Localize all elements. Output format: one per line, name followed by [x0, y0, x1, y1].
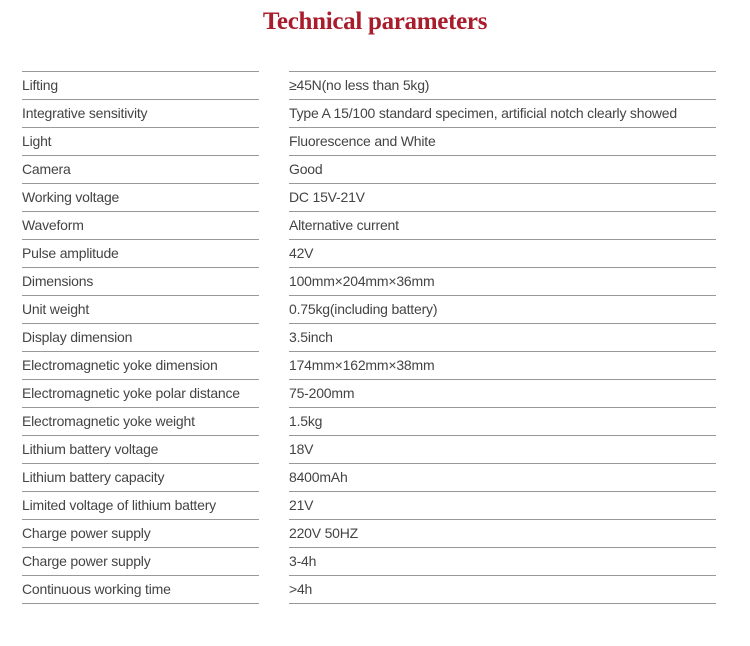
parameter-label: Unit weight: [22, 295, 259, 323]
column-gap: [259, 323, 289, 351]
column-gap: [259, 183, 289, 211]
parameter-value: ≥45N(no less than 5kg): [289, 71, 716, 99]
parameter-label: Limited voltage of lithium battery: [22, 491, 259, 519]
parameter-value: 100mm×204mm×36mm: [289, 267, 716, 295]
parameter-value: 1.5kg: [289, 407, 716, 435]
table-row: Display dimension 3.5inch: [22, 323, 716, 351]
parameter-label: Electromagnetic yoke weight: [22, 407, 259, 435]
table-row: Lifting ≥45N(no less than 5kg): [22, 71, 716, 99]
parameter-label: Lifting: [22, 71, 259, 99]
parameter-label: Lithium battery capacity: [22, 463, 259, 491]
table-row: Lithium battery capacity 8400mAh: [22, 463, 716, 491]
parameter-label: Display dimension: [22, 323, 259, 351]
parameters-table: Lifting ≥45N(no less than 5kg) Integrative…: [22, 71, 716, 604]
parameter-label: Pulse amplitude: [22, 239, 259, 267]
table-row: Continuous working time >4h: [22, 575, 716, 604]
parameter-label: Electromagnetic yoke dimension: [22, 351, 259, 379]
table-row: Light Fluorescence and White: [22, 127, 716, 155]
parameter-label: Waveform: [22, 211, 259, 239]
table-row: Limited voltage of lithium battery 21V: [22, 491, 716, 519]
column-gap: [259, 435, 289, 463]
column-gap: [259, 463, 289, 491]
parameter-value: Good: [289, 155, 716, 183]
table-row: Electromagnetic yoke polar distance 75-20…: [22, 379, 716, 407]
column-gap: [259, 379, 289, 407]
parameter-value: 18V: [289, 435, 716, 463]
table-row: Working voltage DC 15V-21V: [22, 183, 716, 211]
parameter-value: 8400mAh: [289, 463, 716, 491]
table-row: Unit weight 0.75kg(including battery): [22, 295, 716, 323]
parameter-value: 0.75kg(including battery): [289, 295, 716, 323]
table-row: Electromagnetic yoke dimension 174mm×162m…: [22, 351, 716, 379]
column-gap: [259, 239, 289, 267]
column-gap: [259, 295, 289, 323]
parameter-label: Continuous working time: [22, 575, 259, 604]
parameter-label: Light: [22, 127, 259, 155]
column-gap: [259, 407, 289, 435]
parameter-label: Electromagnetic yoke polar distance: [22, 379, 259, 407]
parameter-value: 220V 50HZ: [289, 519, 716, 547]
parameter-value: 3.5inch: [289, 323, 716, 351]
parameter-value: Alternative current: [289, 211, 716, 239]
column-gap: [259, 267, 289, 295]
table-row: Charge power supply 3-4h: [22, 547, 716, 575]
parameter-value: 21V: [289, 491, 716, 519]
column-gap: [259, 491, 289, 519]
parameter-label: Charge power supply: [22, 519, 259, 547]
column-gap: [259, 99, 289, 127]
parameter-value: >4h: [289, 575, 716, 604]
table-row: Pulse amplitude 42V: [22, 239, 716, 267]
parameter-value: DC 15V-21V: [289, 183, 716, 211]
parameter-label: Integrative sensitivity: [22, 99, 259, 127]
column-gap: [259, 127, 289, 155]
parameter-value: 42V: [289, 239, 716, 267]
parameter-value: Fluorescence and White: [289, 127, 716, 155]
parameter-label: Lithium battery voltage: [22, 435, 259, 463]
table-row: Dimensions 100mm×204mm×36mm: [22, 267, 716, 295]
column-gap: [259, 575, 289, 603]
table-row: Electromagnetic yoke weight 1.5kg: [22, 407, 716, 435]
parameter-value: 3-4h: [289, 547, 716, 575]
parameter-value: Type A 15/100 standard specimen, artific…: [289, 99, 716, 127]
parameter-label: Camera: [22, 155, 259, 183]
column-gap: [259, 351, 289, 379]
column-gap: [259, 547, 289, 575]
parameter-label: Working voltage: [22, 183, 259, 211]
parameter-label: Dimensions: [22, 267, 259, 295]
parameter-value: 75-200mm: [289, 379, 716, 407]
table-row: Integrative sensitivity Type A 15/100 sta…: [22, 99, 716, 127]
column-gap: [259, 71, 289, 99]
column-gap: [259, 211, 289, 239]
table-row: Lithium battery voltage 18V: [22, 435, 716, 463]
column-gap: [259, 519, 289, 547]
parameter-label: Charge power supply: [22, 547, 259, 575]
page-title: Technical parameters: [262, 8, 488, 35]
table-row: Charge power supply 220V 50HZ: [22, 519, 716, 547]
parameter-value: 174mm×162mm×38mm: [289, 351, 716, 379]
table-row: Waveform Alternative current: [22, 211, 716, 239]
column-gap: [259, 155, 289, 183]
table-row: Camera Good: [22, 155, 716, 183]
